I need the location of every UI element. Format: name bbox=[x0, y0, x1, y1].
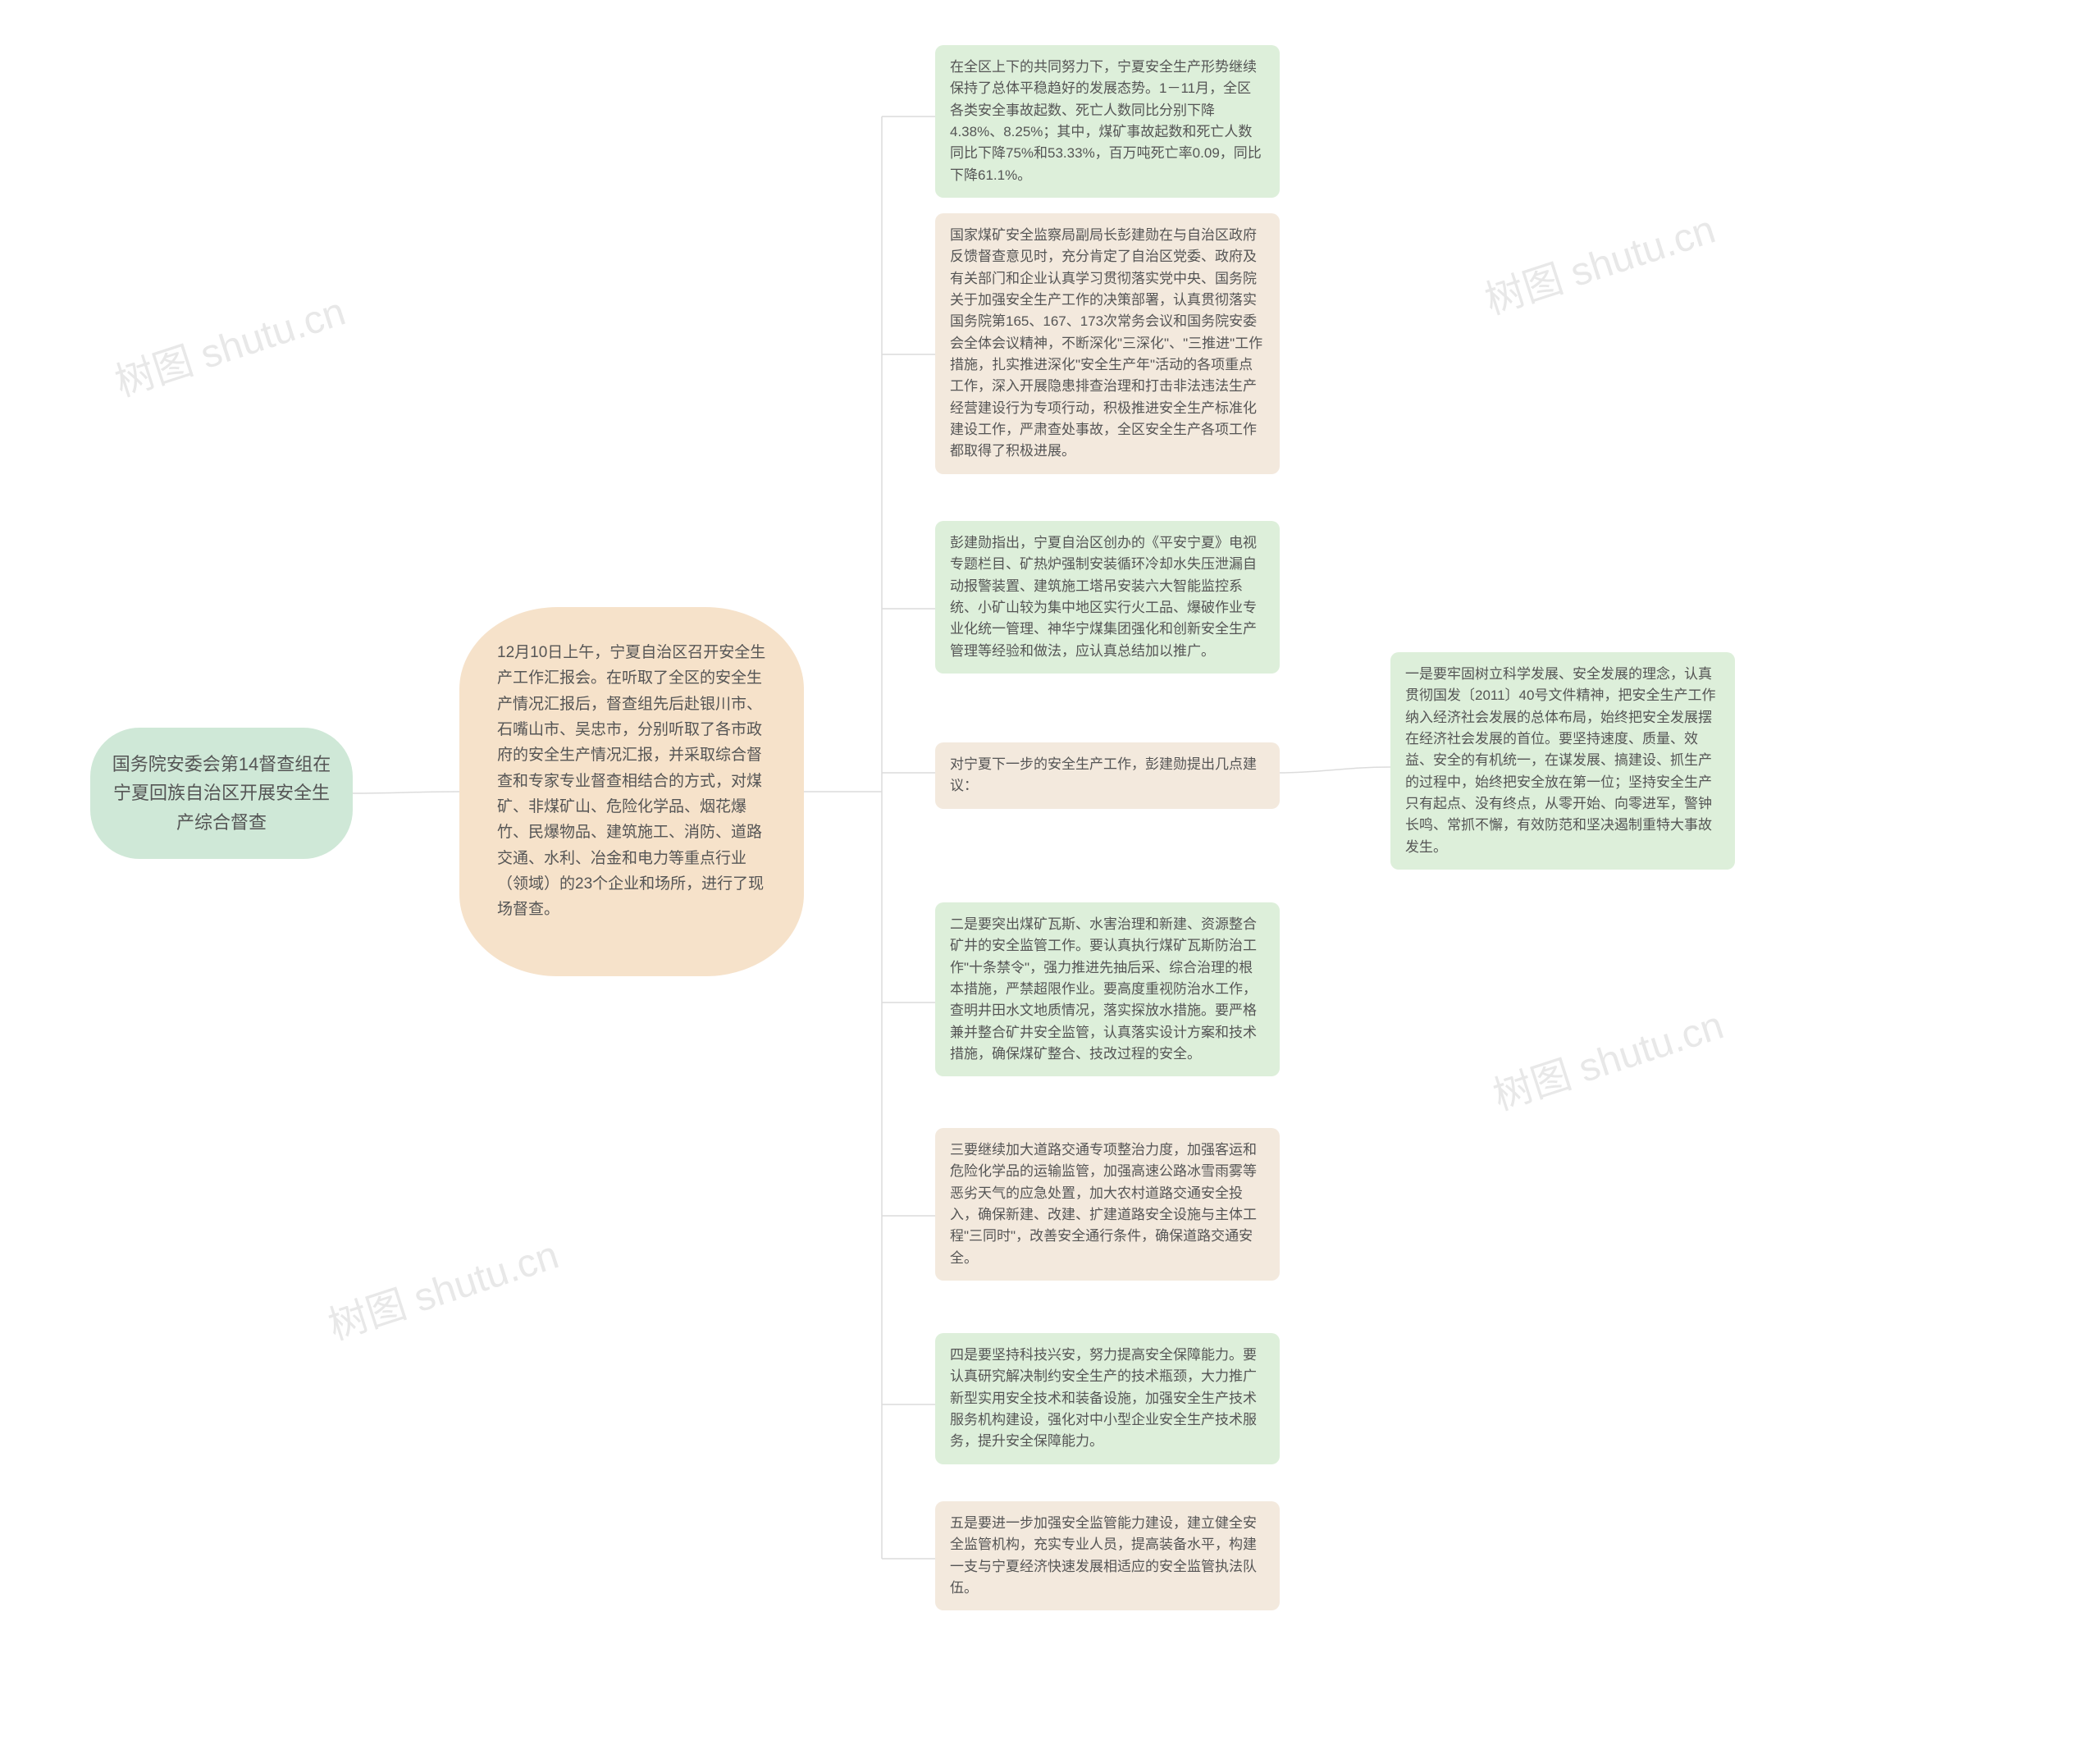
mindmap-node[interactable]: 对宁夏下一步的安全生产工作，彭建勋提出几点建议： bbox=[935, 742, 1280, 809]
mindmap-node[interactable]: 一是要牢固树立科学发展、安全发展的理念，认真贯彻国发〔2011〕40号文件精神，… bbox=[1390, 652, 1735, 870]
watermark: 树图 shutu.cn bbox=[1477, 197, 1721, 325]
mindmap-node[interactable]: 四是要坚持科技兴安，努力提高安全保障能力。要认真研究解决制约安全生产的技术瓶颈，… bbox=[935, 1333, 1280, 1464]
watermark: 树图 shutu.cn bbox=[320, 1222, 564, 1350]
watermark: 树图 shutu.cn bbox=[107, 279, 351, 407]
mindmap-node[interactable]: 三要继续加大道路交通专项整治力度，加强客运和危险化学品的运输监管，加强高速公路冰… bbox=[935, 1128, 1280, 1281]
mindmap-node[interactable]: 在全区上下的共同努力下，宁夏安全生产形势继续保持了总体平稳趋好的发展态势。1－1… bbox=[935, 45, 1280, 198]
mindmap-node-level1[interactable]: 12月10日上午，宁夏自治区召开安全生产工作汇报会。在听取了全区的安全生产情况汇… bbox=[459, 607, 804, 976]
watermark: 树图 shutu.cn bbox=[1485, 993, 1729, 1121]
mindmap-node[interactable]: 二是要突出煤矿瓦斯、水害治理和新建、资源整合矿井的安全监管工作。要认真执行煤矿瓦… bbox=[935, 902, 1280, 1076]
mindmap-node[interactable]: 彭建勋指出，宁夏自治区创办的《平安宁夏》电视专题栏目、矿热炉强制安装循环冷却水失… bbox=[935, 521, 1280, 674]
mindmap-node[interactable]: 五是要进一步加强安全监管能力建设，建立健全安全监管机构，充实专业人员，提高装备水… bbox=[935, 1501, 1280, 1610]
mindmap-node[interactable]: 国家煤矿安全监察局副局长彭建勋在与自治区政府反馈督查意见时，充分肯定了自治区党委… bbox=[935, 213, 1280, 474]
mindmap-root-node[interactable]: 国务院安委会第14督查组在宁夏回族自治区开展安全生产综合督查 bbox=[90, 728, 353, 859]
